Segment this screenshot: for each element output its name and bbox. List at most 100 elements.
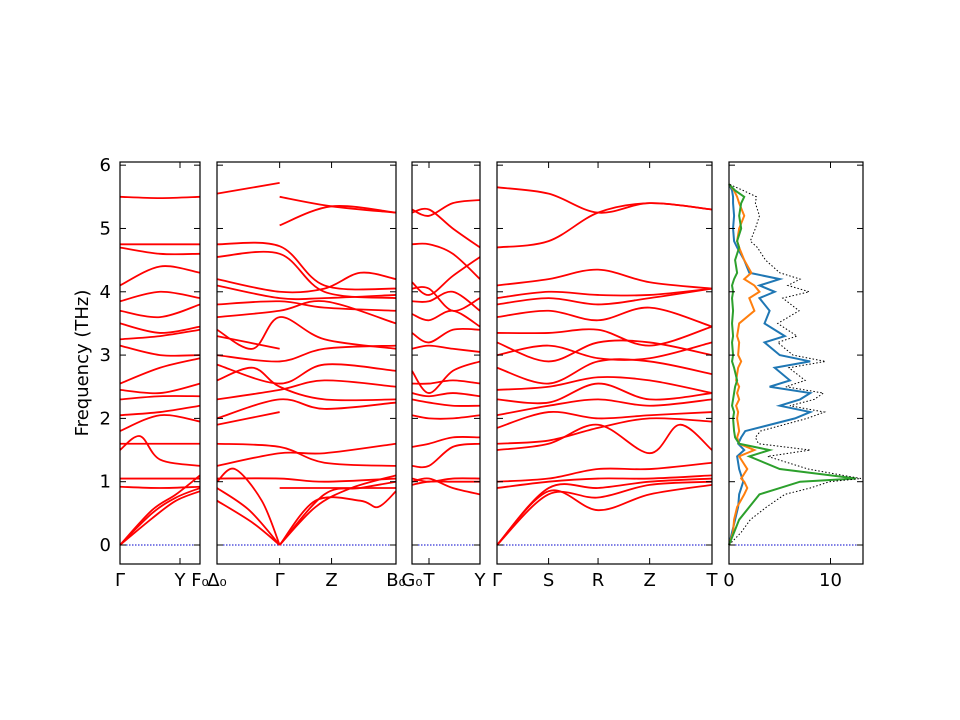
band-branch-19 (216, 300, 397, 312)
band-branch-16 (411, 242, 481, 280)
band-branch-6 (216, 477, 397, 483)
band-branch-4 (278, 474, 397, 546)
y-tick-label-1: 1 (100, 472, 111, 493)
band-branch-21 (216, 271, 397, 294)
band-branch-17 (496, 287, 713, 300)
band-branch-4 (411, 436, 481, 448)
x-tick-label-0: Γ (492, 570, 502, 591)
y-tick-label-2: 2 (100, 408, 111, 429)
band-branch-13 (411, 290, 481, 312)
band-branch-7 (496, 410, 713, 429)
x-tick-label-1: S (543, 570, 554, 591)
band-branch-3 (411, 442, 481, 469)
band-branch-10 (496, 376, 713, 394)
panel-delta-gamma-z-b: Δ₀ Γ Z B₀ (207, 161, 406, 591)
x-tick-label-0: Δ₀ (207, 570, 227, 591)
band-branch-18 (216, 300, 397, 325)
band-branch-8 (119, 404, 201, 417)
x-tick-label-4: T (706, 570, 719, 591)
band-branch-0 (119, 490, 201, 546)
band-branch-5 (411, 414, 481, 420)
x-tick-label-1: T (423, 570, 436, 591)
band-branch-3 (278, 480, 397, 546)
band-branch-9 (411, 360, 481, 394)
panel-dos: 0 10 (723, 161, 864, 591)
band-branch-15 (411, 256, 481, 296)
band-branch-7 (411, 392, 481, 398)
band-branch-16 (496, 287, 713, 306)
band-branch-7 (119, 414, 201, 432)
band-branch-10 (411, 344, 481, 353)
x-tick-label-3: B₀ (386, 570, 406, 591)
y-tick-label-5: 5 (100, 218, 111, 239)
y-tick-label-3: 3 (100, 345, 111, 366)
band-branch-24 (216, 182, 280, 195)
panel-gamma-y-frame (119, 161, 201, 565)
band-branch-5 (278, 490, 397, 546)
panel-delta-gamma-z-b-frame (216, 161, 397, 565)
x-tick-label-0: Γ (115, 570, 125, 591)
band-branch-16 (216, 335, 280, 350)
band-branch-17 (216, 316, 397, 350)
band-branch-0 (411, 480, 480, 486)
dos-series-2 (728, 183, 857, 546)
band-branch-11 (496, 358, 713, 385)
band-branch-1 (496, 480, 713, 546)
band-branch-14 (216, 363, 397, 385)
x-tick-label-2: R (592, 570, 605, 591)
band-branch-3 (496, 474, 713, 489)
band-branch-15 (496, 306, 713, 328)
band-branch-1 (119, 487, 201, 546)
x-tick-label-2: F₀ (191, 570, 209, 591)
band-branch-2 (119, 474, 201, 546)
band-branch-12 (119, 344, 201, 357)
band-branch-12 (411, 309, 481, 328)
band-branch-15 (119, 303, 201, 319)
band-branch-6 (496, 417, 713, 445)
x-tick-label-1: Y (174, 570, 187, 591)
band-branch-12 (216, 379, 397, 401)
band-branch-0 (216, 487, 281, 546)
band-branch-14 (496, 325, 713, 347)
band-branch-8 (216, 442, 397, 467)
band-branch-10 (216, 411, 280, 426)
y-axis-label: Frequency (THz) (72, 290, 93, 437)
band-branch-17 (411, 207, 481, 249)
y-tick-labels: 0 1 2 3 4 5 6 (100, 155, 111, 556)
band-branch-1 (216, 467, 281, 546)
band-branch-2 (411, 477, 481, 483)
band-branch-13 (119, 328, 201, 341)
band-branch-2 (216, 499, 281, 546)
band-branch-5 (119, 435, 201, 467)
band-branch-3 (119, 485, 201, 489)
band-branch-12 (496, 341, 713, 361)
band-branch-17 (119, 265, 201, 287)
x-tick-label-0: G₀ (401, 570, 422, 591)
band-branch-4 (496, 461, 713, 483)
band-branch-5 (496, 423, 713, 455)
band-branch-8 (411, 379, 481, 385)
band-branch-23 (216, 241, 397, 291)
band-branch-18 (496, 268, 713, 290)
band-branch-18 (119, 246, 201, 256)
panel-g-t-y-frame (411, 161, 481, 565)
band-branch-9 (216, 442, 397, 467)
band-branch-11 (411, 327, 481, 344)
band-branch-19 (496, 202, 713, 249)
band-branch-14 (411, 286, 481, 312)
x-tick-label-3: Z (643, 570, 655, 591)
band-branch-11 (119, 357, 201, 385)
band-branch-14 (119, 322, 201, 334)
band-branch-2 (496, 477, 713, 546)
dos-x-tick-label-0: 0 (723, 570, 734, 591)
x-tick-label-2: Z (325, 570, 337, 591)
band-branch-0 (496, 483, 713, 546)
band-branch-9 (496, 382, 713, 405)
x-tick-label-2: Y (474, 570, 487, 591)
band-branch-22 (216, 250, 397, 300)
band-branch-20 (119, 195, 201, 199)
band-branch-18 (411, 199, 481, 217)
band-branch-16 (119, 290, 201, 303)
